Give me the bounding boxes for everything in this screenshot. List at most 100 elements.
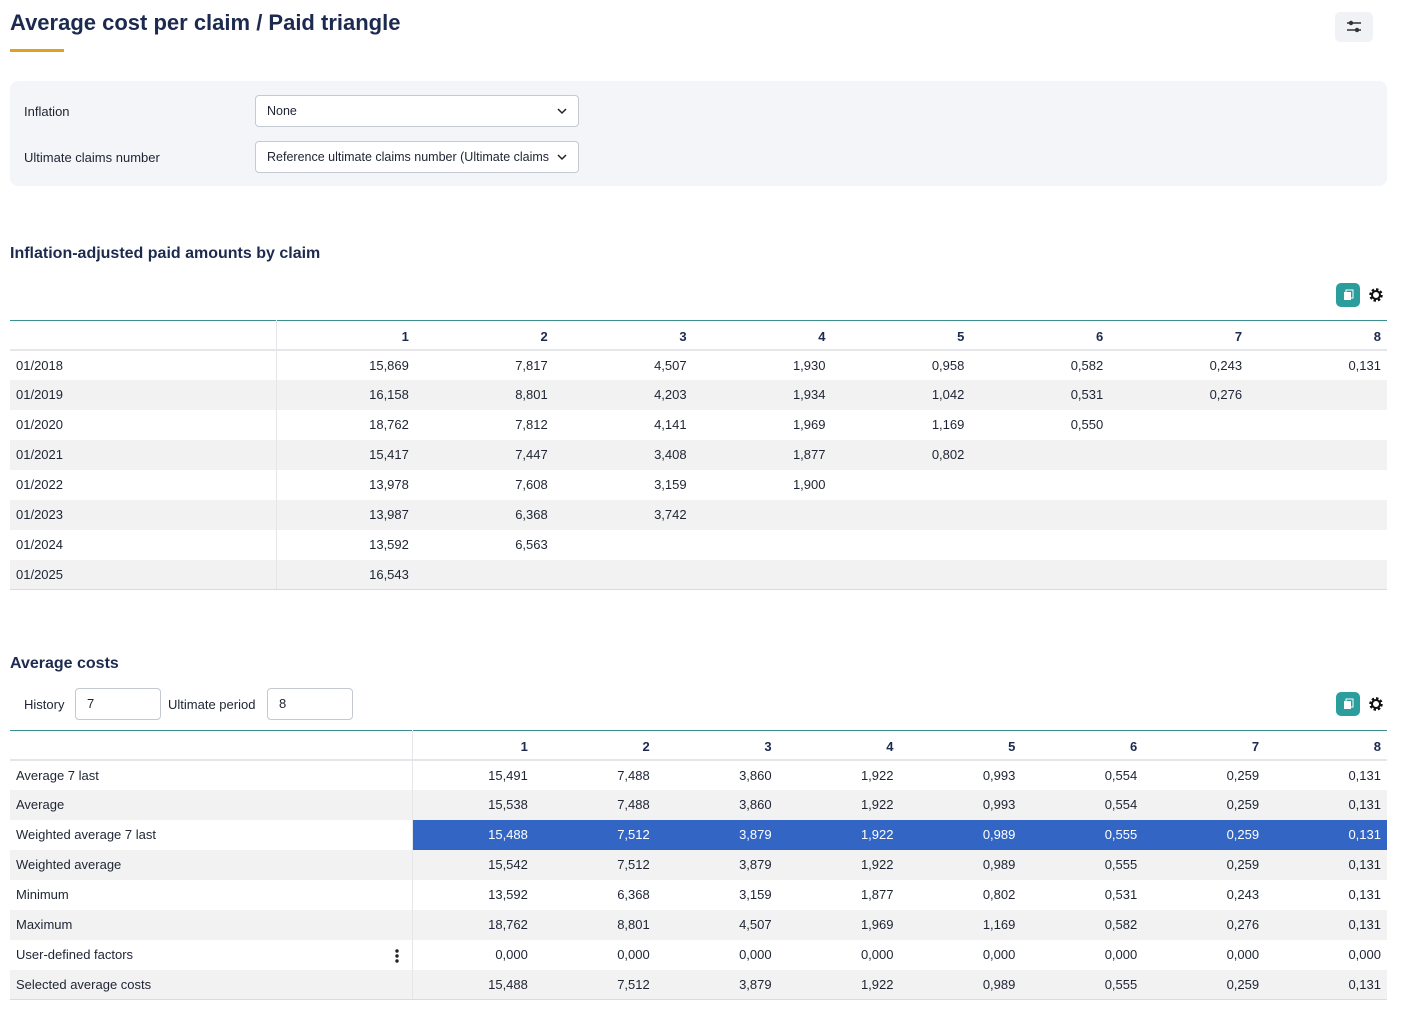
column-header: 4 [778, 731, 900, 760]
cell: 0,531 [970, 380, 1109, 410]
cell [1248, 560, 1387, 590]
cell: 0,131 [1265, 880, 1387, 910]
header-cell [10, 321, 276, 350]
cell: 18,762 [276, 410, 415, 440]
cell: 0,550 [970, 410, 1109, 440]
table-row: Maximum18,7628,8014,5071,9691,1690,5820,… [10, 910, 1387, 940]
cell: 7,512 [534, 970, 656, 1000]
table-row: 01/201815,8697,8174,5071,9300,9580,5820,… [10, 350, 1387, 380]
gear-button[interactable] [1367, 695, 1385, 713]
filter-select[interactable]: Reference ultimate claims number (Ultima… [255, 141, 579, 173]
cell [1248, 380, 1387, 410]
cell: 0,131 [1265, 760, 1387, 790]
cell [1109, 560, 1248, 590]
cell [1109, 530, 1248, 560]
cell: 1,934 [693, 380, 832, 410]
row-label: Weighted average [10, 850, 412, 880]
ultimate-input[interactable]: 8 [267, 688, 353, 720]
table-row: 01/202018,7627,8124,1411,9691,1690,550 [10, 410, 1387, 440]
column-header: 2 [415, 321, 554, 350]
cell: 3,879 [656, 850, 778, 880]
gear-button[interactable] [1367, 286, 1385, 304]
cell: 3,159 [656, 880, 778, 910]
column-header: 6 [1021, 731, 1143, 760]
header-cell [10, 731, 412, 760]
cell: 0,259 [1143, 760, 1265, 790]
cell: 13,592 [276, 530, 415, 560]
filter-label: Ultimate claims number [24, 150, 160, 165]
filter-label: Inflation [24, 104, 70, 119]
cell: 4,507 [554, 350, 693, 380]
table-row: Weighted average 7 last15,4887,5123,8791… [10, 820, 1387, 850]
cell: 1,969 [778, 910, 900, 940]
row-label: 01/2021 [10, 440, 276, 470]
cell: 0,131 [1265, 910, 1387, 940]
cell: 0,131 [1265, 820, 1387, 850]
copy-button[interactable] [1336, 692, 1360, 716]
cell: 15,488 [412, 820, 534, 850]
filter-select[interactable]: None [255, 95, 579, 127]
cell [970, 470, 1109, 500]
select-value: Reference ultimate claims number (Ultima… [267, 150, 549, 164]
row-label: Minimum [10, 880, 412, 910]
header-row: 12345678 [10, 731, 1387, 760]
cell [693, 530, 832, 560]
row-label: Weighted average 7 last [10, 820, 412, 850]
table-row: Average15,5387,4883,8601,9220,9930,5540,… [10, 790, 1387, 820]
cell: 7,817 [415, 350, 554, 380]
cell: 0,000 [1265, 940, 1387, 970]
column-header: 7 [1143, 731, 1265, 760]
column-header: 8 [1248, 321, 1387, 350]
cell: 6,368 [415, 500, 554, 530]
section-title: Average costs [10, 655, 119, 673]
cell: 0,259 [1143, 850, 1265, 880]
cell [693, 560, 832, 590]
cell: 15,488 [412, 970, 534, 1000]
table-row: 01/202313,9876,3683,742 [10, 500, 1387, 530]
cell: 1,169 [900, 910, 1022, 940]
cell [970, 500, 1109, 530]
cell [1248, 470, 1387, 500]
cell: 0,000 [1021, 940, 1143, 970]
cell: 3,860 [656, 790, 778, 820]
row-label: Selected average costs [10, 970, 412, 1000]
cell: 1,922 [778, 820, 900, 850]
cell: 15,869 [276, 350, 415, 380]
row-label: 01/2018 [10, 350, 276, 380]
cell: 15,417 [276, 440, 415, 470]
cell: 3,408 [554, 440, 693, 470]
copy-button[interactable] [1336, 283, 1360, 307]
cell [1109, 410, 1248, 440]
cell: 0,131 [1248, 350, 1387, 380]
history-input[interactable]: 7 [75, 688, 161, 720]
cell: 0,243 [1109, 350, 1248, 380]
cell: 0,989 [900, 970, 1022, 1000]
cell: 0,531 [1021, 880, 1143, 910]
cell: 1,922 [778, 760, 900, 790]
cell: 13,987 [276, 500, 415, 530]
cell: 13,978 [276, 470, 415, 500]
cell: 15,491 [412, 760, 534, 790]
row-label: Average 7 last [10, 760, 412, 790]
cell: 0,259 [1143, 790, 1265, 820]
cell: 0,276 [1143, 910, 1265, 940]
table-row: Weighted average15,5427,5123,8791,9220,9… [10, 850, 1387, 880]
cell: 0,000 [900, 940, 1022, 970]
table-row: 01/202115,4177,4473,4081,8770,802 [10, 440, 1387, 470]
cell: 7,512 [534, 850, 656, 880]
cell: 0,989 [900, 850, 1022, 880]
cell: 15,542 [412, 850, 534, 880]
select-value: None [267, 104, 297, 118]
row-menu[interactable] [394, 948, 400, 964]
cell [1248, 530, 1387, 560]
cell: 4,203 [554, 380, 693, 410]
settings-button[interactable] [1335, 12, 1373, 42]
copy-icon [1336, 283, 1360, 307]
header-row: 12345678 [10, 321, 1387, 350]
cell: 0,555 [1021, 850, 1143, 880]
column-header: 2 [534, 731, 656, 760]
row-label: 01/2023 [10, 500, 276, 530]
cell: 7,608 [415, 470, 554, 500]
row-label: 01/2022 [10, 470, 276, 500]
